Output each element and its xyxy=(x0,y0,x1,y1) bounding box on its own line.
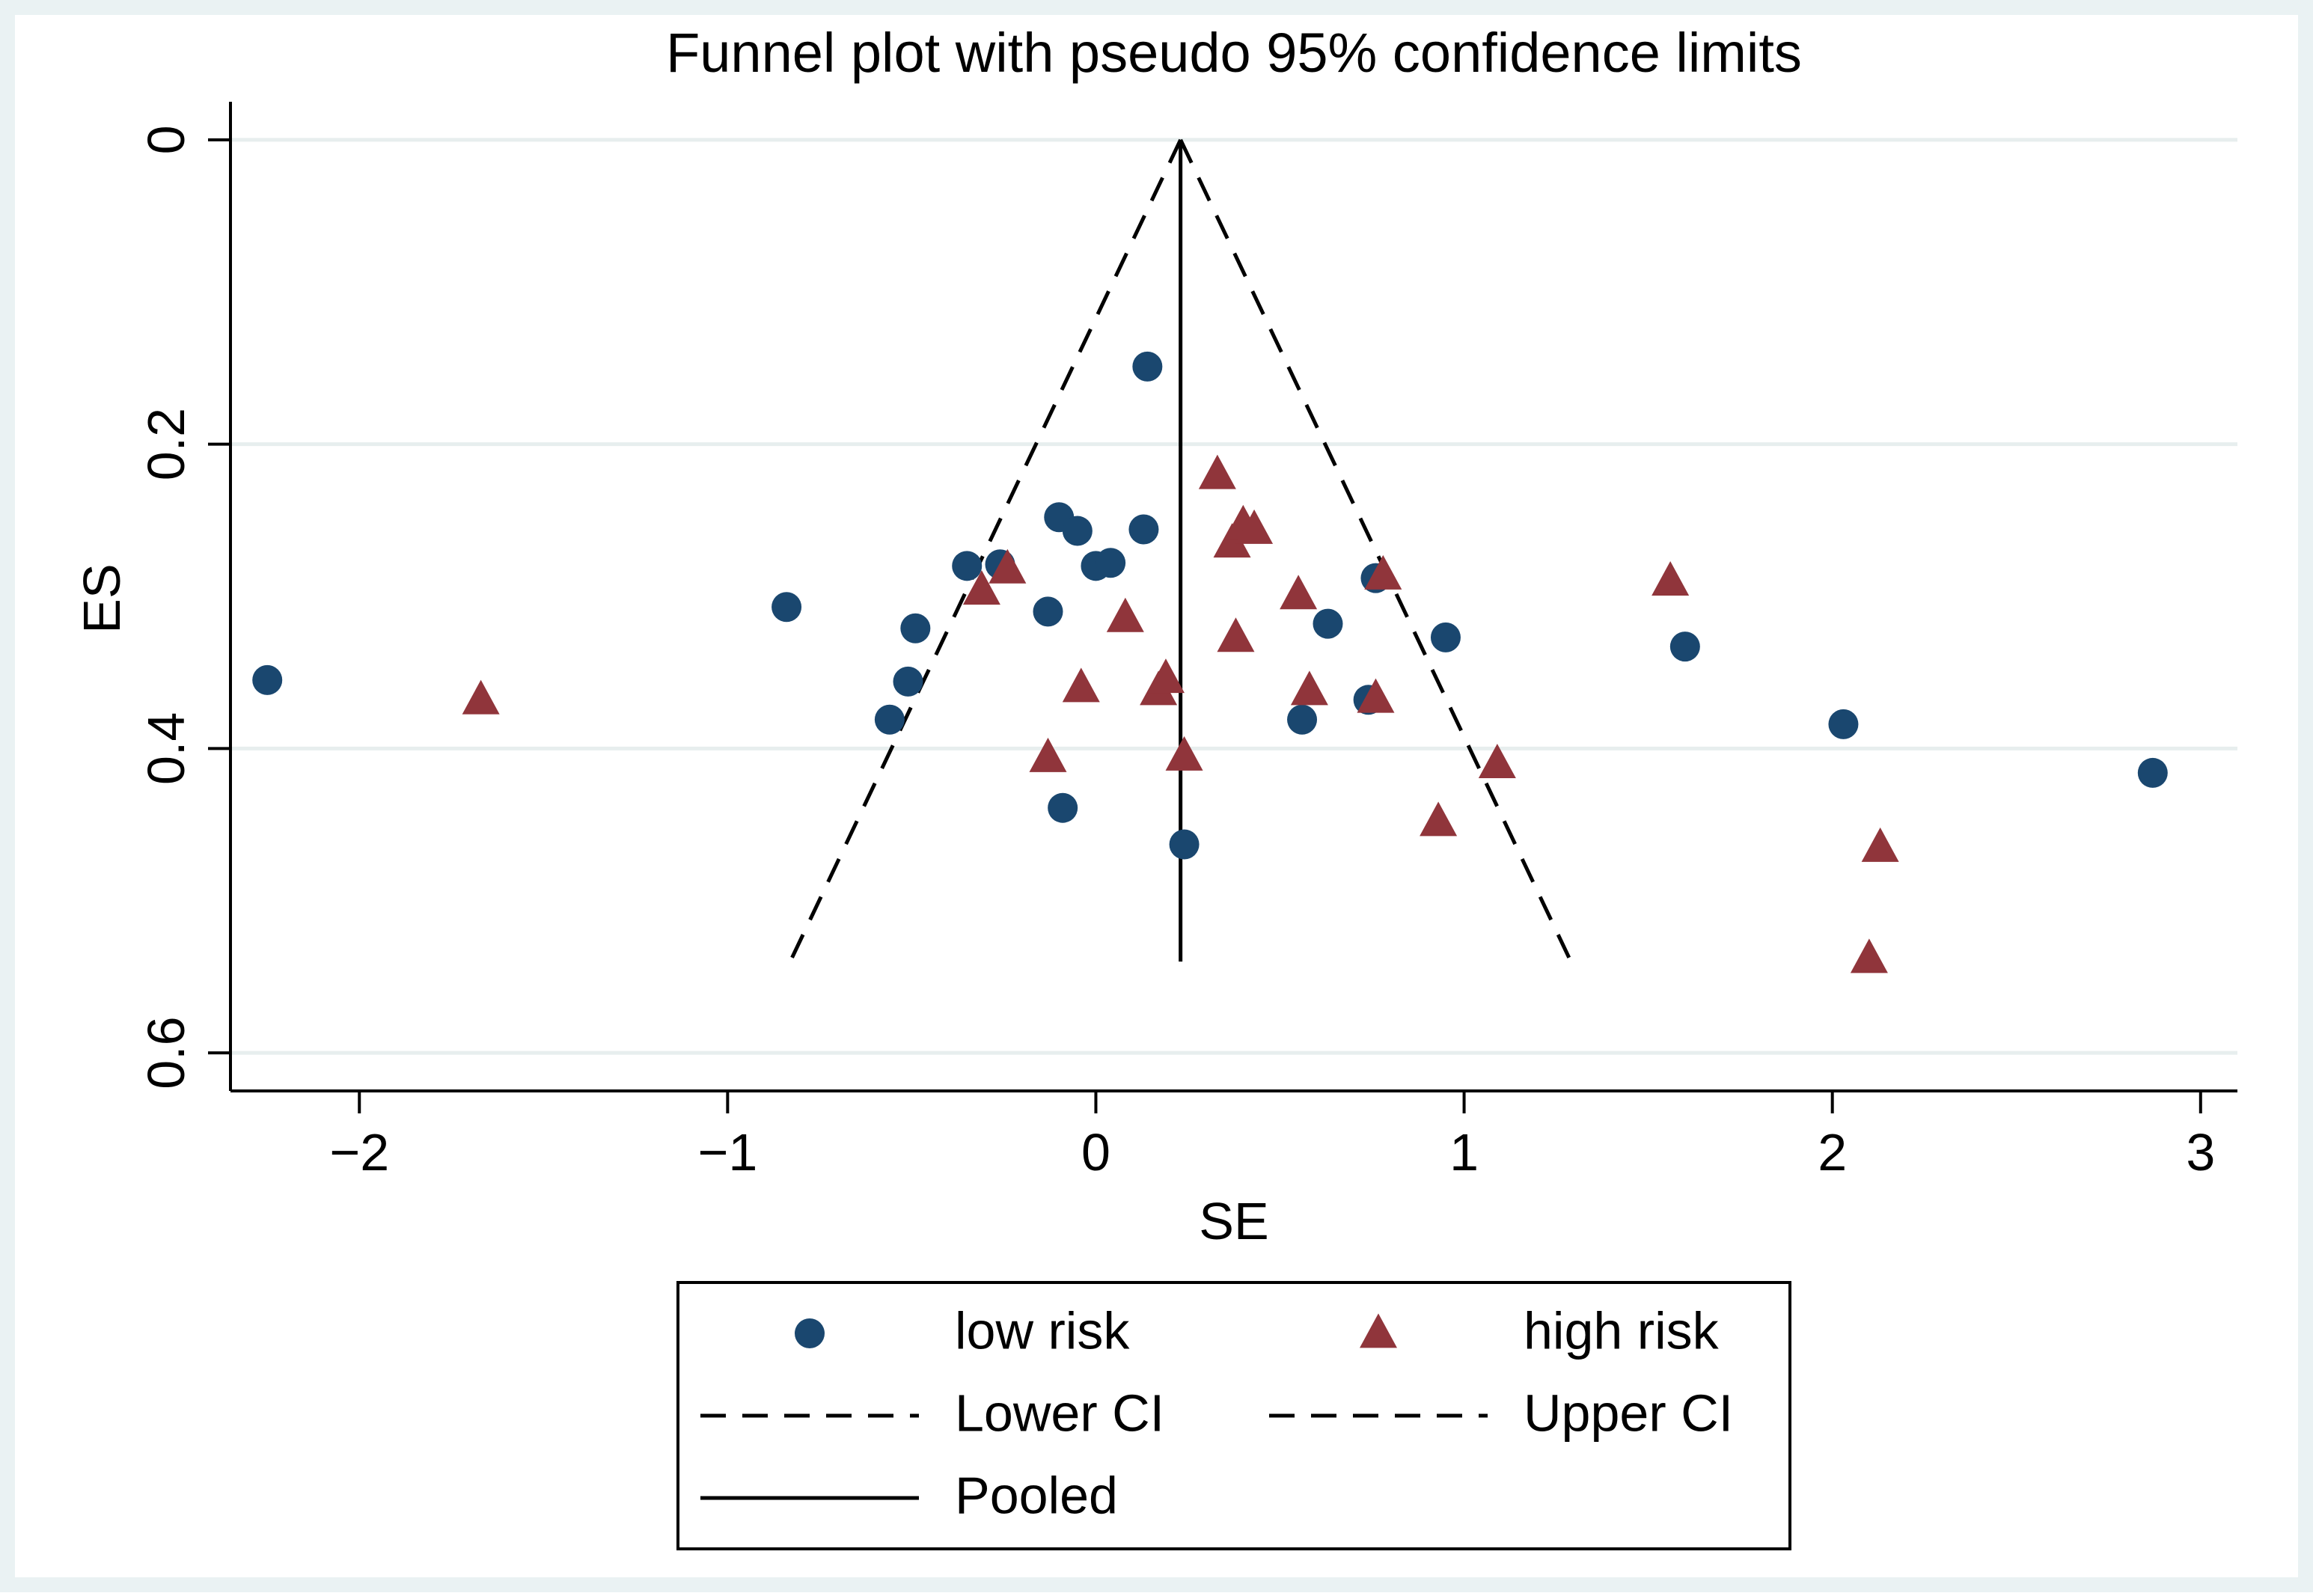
point-low-risk xyxy=(1062,516,1093,546)
point-high-risk xyxy=(1652,560,1690,596)
point-high-risk xyxy=(1217,617,1255,652)
point-low-risk xyxy=(1313,608,1343,639)
legend-item-lower-ci: Lower CI xyxy=(700,1383,1164,1442)
point-low-risk xyxy=(1128,514,1159,545)
point-high-risk xyxy=(1420,801,1458,837)
x-ticks: −2 −1 0 1 2 3 xyxy=(329,1091,2215,1181)
legend-label: low risk xyxy=(955,1301,1130,1360)
legend-label: Pooled xyxy=(955,1466,1118,1524)
x-tick-label: 3 xyxy=(2186,1123,2215,1181)
point-low-risk xyxy=(1287,704,1318,735)
legend-symbol-circle xyxy=(795,1318,825,1348)
y-ticks: 0 0.2 0.4 0.6 xyxy=(137,125,230,1089)
legend-label: Upper CI xyxy=(1524,1383,1733,1442)
x-tick-label: 2 xyxy=(1818,1123,1847,1181)
legend-label: Lower CI xyxy=(955,1383,1164,1442)
y-axis-label: ES xyxy=(73,563,131,633)
point-high-risk xyxy=(1280,575,1318,610)
y-tick-label: 0 xyxy=(137,125,195,154)
x-tick-label: −2 xyxy=(329,1123,389,1181)
point-low-risk xyxy=(252,664,283,695)
legend-item-upper-ci: Upper CI xyxy=(1269,1383,1733,1442)
y-tick-label: 0.6 xyxy=(137,1016,195,1089)
point-high-risk xyxy=(462,679,500,715)
point-high-risk xyxy=(1029,737,1067,772)
point-low-risk xyxy=(1132,351,1163,382)
y-tick-label: 0.2 xyxy=(137,408,195,480)
data-markers xyxy=(252,351,2168,973)
point-high-risk xyxy=(989,548,1027,584)
point-low-risk xyxy=(1033,596,1063,627)
plot-area xyxy=(230,102,2237,1091)
point-low-risk xyxy=(1430,622,1461,652)
point-high-risk xyxy=(1850,938,1888,973)
axes xyxy=(229,102,2237,1092)
point-low-risk xyxy=(1828,709,1859,739)
x-axis-label: SE xyxy=(1199,1192,1268,1250)
point-high-risk xyxy=(1861,827,1899,862)
point-low-risk xyxy=(893,666,923,697)
point-high-risk xyxy=(1364,554,1402,590)
point-high-risk xyxy=(1235,509,1274,544)
legend-item-low-risk: low risk xyxy=(795,1301,1130,1360)
point-high-risk xyxy=(1165,736,1203,771)
point-low-risk xyxy=(1048,792,1078,823)
point-low-risk xyxy=(1669,632,1700,662)
x-tick-label: −1 xyxy=(697,1123,757,1181)
legend-item-pooled: Pooled xyxy=(700,1466,1118,1524)
grid-lines xyxy=(230,138,2237,1055)
x-tick-label: 1 xyxy=(1449,1123,1479,1181)
point-low-risk xyxy=(874,704,905,735)
series-line-upper-ci xyxy=(1179,138,1573,963)
point-high-risk xyxy=(962,570,1000,605)
point-low-risk xyxy=(1169,829,1200,860)
point-high-risk xyxy=(1198,454,1236,489)
chart-title: Funnel plot with pseudo 95% confidence l… xyxy=(666,22,1802,84)
legend-box xyxy=(676,1281,1791,1550)
series-lines xyxy=(788,138,1573,963)
legend-symbol-triangle xyxy=(1360,1313,1397,1348)
point-high-risk xyxy=(1357,678,1395,713)
point-low-risk xyxy=(1096,548,1126,578)
point-low-risk xyxy=(952,551,983,581)
legend-label: high risk xyxy=(1524,1301,1720,1360)
point-high-risk xyxy=(1106,597,1144,632)
point-high-risk xyxy=(1062,667,1100,703)
point-low-risk xyxy=(900,613,931,643)
point-high-risk xyxy=(1213,523,1251,558)
point-high-risk xyxy=(1478,744,1516,779)
y-tick-label: 0.4 xyxy=(137,712,195,785)
x-tick-label: 0 xyxy=(1081,1123,1110,1181)
legend-item-high-risk: high risk xyxy=(1360,1301,1720,1360)
point-low-risk xyxy=(771,592,802,623)
point-high-risk xyxy=(1290,670,1328,706)
series-line-lower-ci xyxy=(788,138,1182,963)
point-high-risk xyxy=(1146,658,1185,694)
point-low-risk xyxy=(2137,757,2168,788)
legend: low risk high risk Lower CI Upper CI Pooled xyxy=(676,1281,1791,1550)
